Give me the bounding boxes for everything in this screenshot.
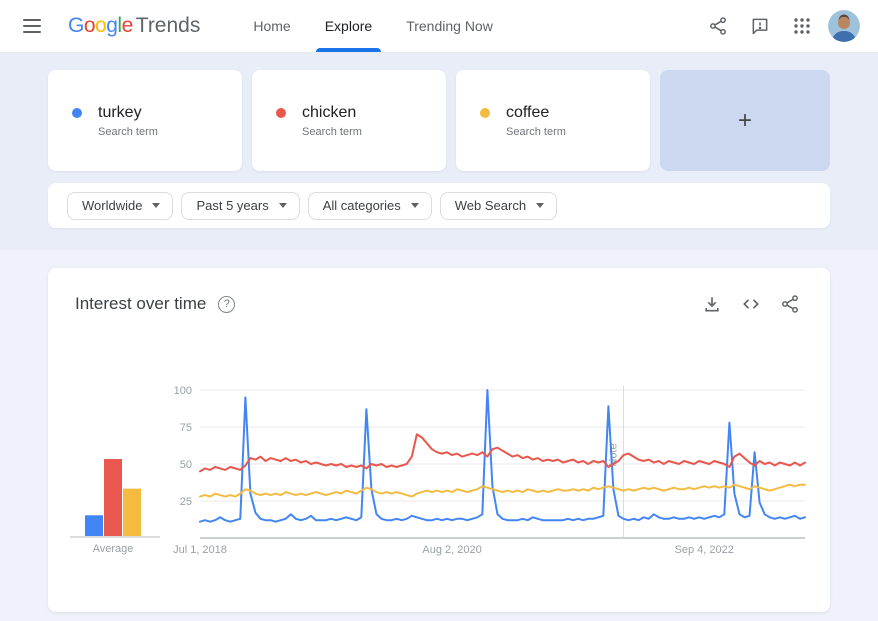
term-type-label: Search term [506,125,566,138]
filter-category-value: All categories [322,198,401,213]
download-icon [705,297,719,312]
term-label: turkey [98,103,142,121]
logo-trends-word: Trends [135,14,201,37]
app-header: Google Trends Home Explore Trending Now [0,0,878,52]
share-icon [710,17,726,35]
term-type-label: Search term [98,125,158,138]
nav-item-trending-now[interactable]: Trending Now [406,18,493,34]
chevron-down-icon [410,203,419,208]
share-icon [782,295,798,313]
comparison-section: turkey Search term chicken Search term c… [0,52,878,250]
hamburger-icon [23,19,41,33]
svg-text:Jul 1, 2018: Jul 1, 2018 [173,544,227,556]
interest-over-time-card: Interest over time ? [48,268,830,612]
series-dot-turkey [72,107,82,118]
google-apps-button[interactable] [786,10,818,42]
average-bar-chart: Average [70,459,160,555]
main-nav: Home Explore Trending Now [250,0,495,52]
term-label: chicken [302,103,357,121]
filter-category-dropdown[interactable]: All categories [307,191,432,220]
menu-button[interactable] [16,10,48,42]
filter-region-dropdown[interactable]: Worldwide [67,191,174,220]
results-section: Interest over time ? [0,250,878,612]
series-dot-chicken [276,107,286,118]
header-actions [702,10,860,42]
svg-text:50: 50 [180,459,192,471]
chevron-down-icon [536,203,545,208]
svg-text:Aug 2, 2020: Aug 2, 2020 [422,544,481,556]
share-button[interactable] [702,10,734,42]
filter-region-value: Worldwide [82,198,143,213]
share-chart-button[interactable] [778,292,802,316]
filter-search-type-dropdown[interactable]: Web Search [439,191,558,220]
term-cards-row: turkey Search term chicken Search term c… [48,70,830,171]
help-icon[interactable]: ? [218,295,236,313]
chart-actions [700,292,802,316]
nav-item-home[interactable]: Home [253,18,291,34]
embed-code-icon [743,299,759,309]
logo-google-word: Google [68,14,133,37]
chart-card-header: Interest over time ? [75,292,802,316]
chevron-down-icon [152,203,161,208]
term-card-coffee[interactable]: coffee Search term [456,70,650,171]
chart-title: Interest over time [75,294,207,313]
svg-text:Average: Average [93,543,134,555]
term-label: coffee [506,103,550,121]
term-card-turkey[interactable]: turkey Search term [48,70,242,171]
embed-button[interactable] [739,292,763,316]
filter-time-range-dropdown[interactable]: Past 5 years [181,191,300,220]
feedback-button[interactable] [744,10,776,42]
apps-grid-icon [794,18,810,34]
term-card-chicken[interactable]: chicken Search term [252,70,446,171]
avatar-image [828,10,860,42]
plus-icon: + [737,106,752,134]
filter-search-type-value: Web Search [454,198,527,213]
svg-text:75: 75 [180,422,192,434]
add-comparison-button[interactable]: + [660,70,830,171]
download-csv-button[interactable] [700,292,724,316]
series-dot-coffee [480,107,490,118]
google-trends-logo[interactable]: Google Trends [68,14,200,38]
svg-text:Sep 4, 2022: Sep 4, 2022 [674,544,733,556]
nav-item-explore[interactable]: Explore [315,0,382,52]
feedback-icon [752,18,768,35]
svg-text:100: 100 [174,385,192,397]
filters-bar: Worldwide Past 5 years All categories We… [48,183,830,228]
filter-time-range-value: Past 5 years [196,198,269,213]
svg-text:25: 25 [180,496,192,508]
chevron-down-icon [278,203,287,208]
account-avatar[interactable] [828,10,860,42]
term-type-label: Search term [302,125,362,138]
